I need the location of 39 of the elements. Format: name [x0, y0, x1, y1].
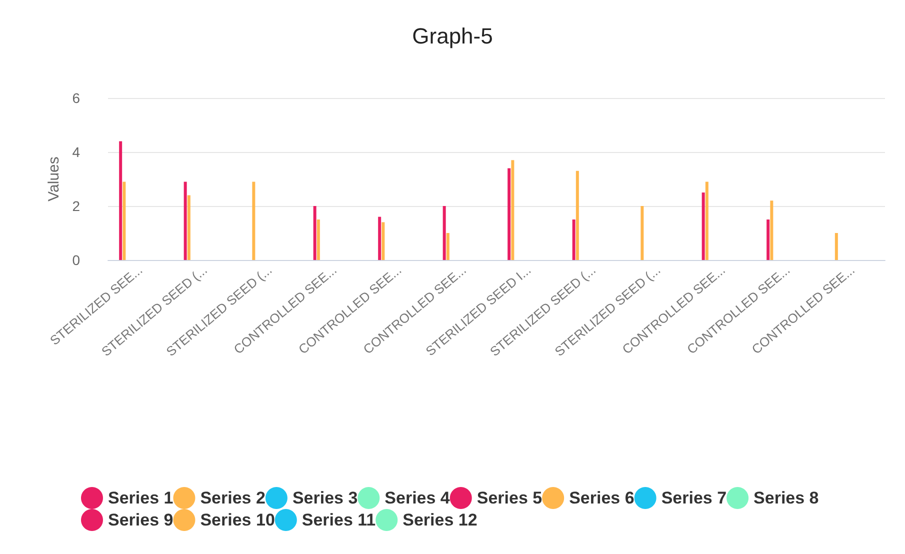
legend-label: Series 7 [661, 488, 727, 508]
chart-title: Graph-5 [412, 24, 493, 48]
bar [119, 141, 122, 260]
y-axis-title: Values [45, 156, 62, 202]
bar [378, 216, 382, 260]
legend-label: Series 12 [402, 510, 478, 530]
bar [122, 182, 126, 260]
bar [511, 160, 514, 260]
legend-label: Series 5 [476, 488, 542, 508]
legend-label: Series 11 [302, 510, 376, 530]
bar [508, 168, 511, 260]
legend-label: Series 6 [569, 488, 634, 508]
y-tick-label: 2 [72, 198, 80, 214]
legend-label: Series 3 [292, 488, 358, 508]
bar [576, 170, 579, 260]
bar [382, 222, 385, 260]
bar [313, 206, 316, 260]
bar [705, 182, 708, 260]
bar [446, 233, 450, 260]
bar [184, 182, 187, 260]
bar [770, 200, 774, 260]
bar [316, 220, 320, 260]
bar [187, 195, 190, 260]
y-tick-label: 6 [72, 90, 80, 106]
legend-label: Series 1 [108, 488, 174, 508]
legend-label: Series 10 [200, 510, 275, 530]
bar [640, 206, 644, 260]
legend-label: Series 9 [108, 510, 174, 530]
legend-label: Series 8 [754, 488, 819, 508]
bar [834, 233, 838, 260]
bar [572, 220, 576, 260]
y-tick-label: 0 [72, 252, 80, 268]
legend-label: Series 4 [384, 488, 450, 508]
bar [702, 192, 705, 260]
bar [766, 220, 770, 260]
bar [252, 182, 256, 260]
bar [442, 206, 446, 260]
y-tick-label: 4 [72, 144, 80, 160]
legend-label: Series 2 [200, 488, 266, 508]
